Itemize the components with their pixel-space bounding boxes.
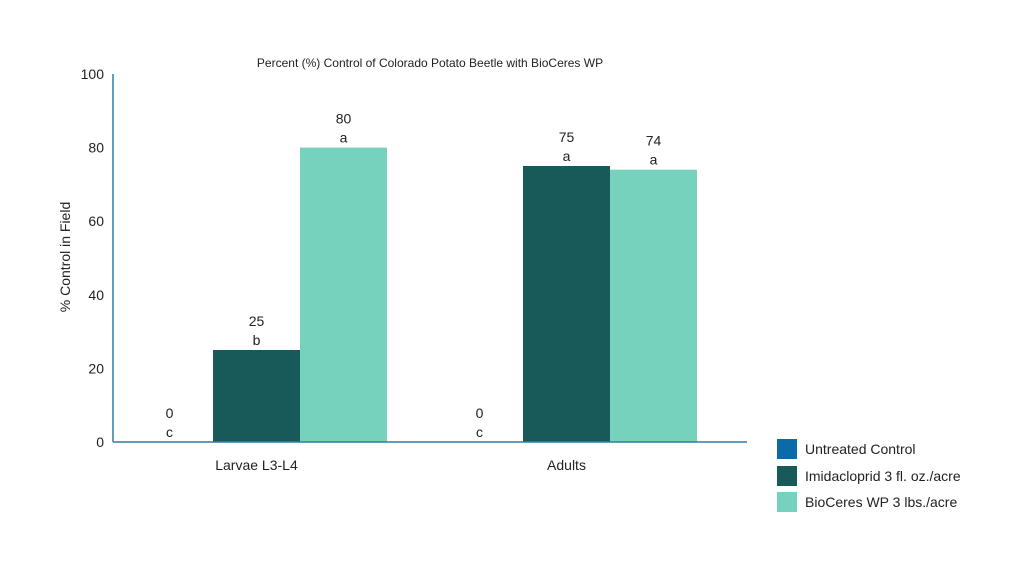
y-tick-label: 80 — [88, 140, 104, 156]
bar-value-label: 0 — [166, 405, 174, 421]
bar-adults-bioceres-wp-3-lbs-acre — [610, 169, 697, 442]
legend-item-untreated-control: Untreated Control — [777, 436, 961, 463]
y-tick-label: 40 — [88, 287, 104, 303]
y-tick-label: 60 — [88, 213, 104, 229]
x-tick-labels: Larvae L3-L4 Adults — [215, 457, 586, 473]
legend-item-bioceres-wp: BioCeres WP 3 lbs./acre — [777, 489, 961, 516]
bar-adults-imidacloprid-3-fl-oz-acre — [523, 166, 610, 442]
bar-value-label: 74 — [646, 133, 662, 149]
bar-significance-letter: c — [166, 424, 173, 440]
bar-value-label: 75 — [559, 129, 575, 145]
bar-group: 0 c 25 b 80 a 0 c 75 a 74 a — [166, 111, 697, 442]
legend-swatch — [777, 465, 797, 486]
y-tick-label: 20 — [88, 360, 104, 376]
legend-label: Imidacloprid 3 fl. oz./acre — [805, 467, 961, 484]
legend-label: Untreated Control — [805, 441, 916, 458]
bar-significance-letter: b — [253, 332, 261, 348]
bar-significance-letter: a — [563, 148, 571, 164]
bar-significance-letter: a — [340, 130, 348, 146]
bar-significance-letter: c — [476, 424, 483, 440]
bar-value-label: 25 — [249, 313, 265, 329]
bar-larvae-l3-l4-imidacloprid-3-fl-oz-acre — [213, 350, 300, 442]
bar-significance-letter: a — [650, 152, 658, 168]
bar-value-label: 80 — [336, 111, 352, 127]
chart-title: Percent (%) Control of Colorado Potato B… — [257, 56, 603, 70]
x-tick-label: Larvae L3-L4 — [215, 457, 298, 473]
y-tick-labels: 0 20 40 60 80 100 — [81, 66, 105, 450]
y-tick-label: 100 — [81, 66, 105, 82]
legend-label: BioCeres WP 3 lbs./acre — [805, 494, 958, 511]
legend-swatch — [777, 439, 797, 460]
y-tick-label: 0 — [96, 434, 104, 450]
x-tick-label: Adults — [547, 457, 586, 473]
bar-value-label: 0 — [476, 405, 484, 421]
legend: Untreated Control Imidacloprid 3 fl. oz.… — [777, 436, 961, 516]
y-axis-label: % Control in Field — [57, 202, 73, 313]
legend-item-imidacloprid: Imidacloprid 3 fl. oz./acre — [777, 463, 961, 490]
bar-larvae-l3-l4-bioceres-wp-3-lbs-acre — [300, 147, 387, 442]
legend-swatch — [777, 492, 797, 513]
